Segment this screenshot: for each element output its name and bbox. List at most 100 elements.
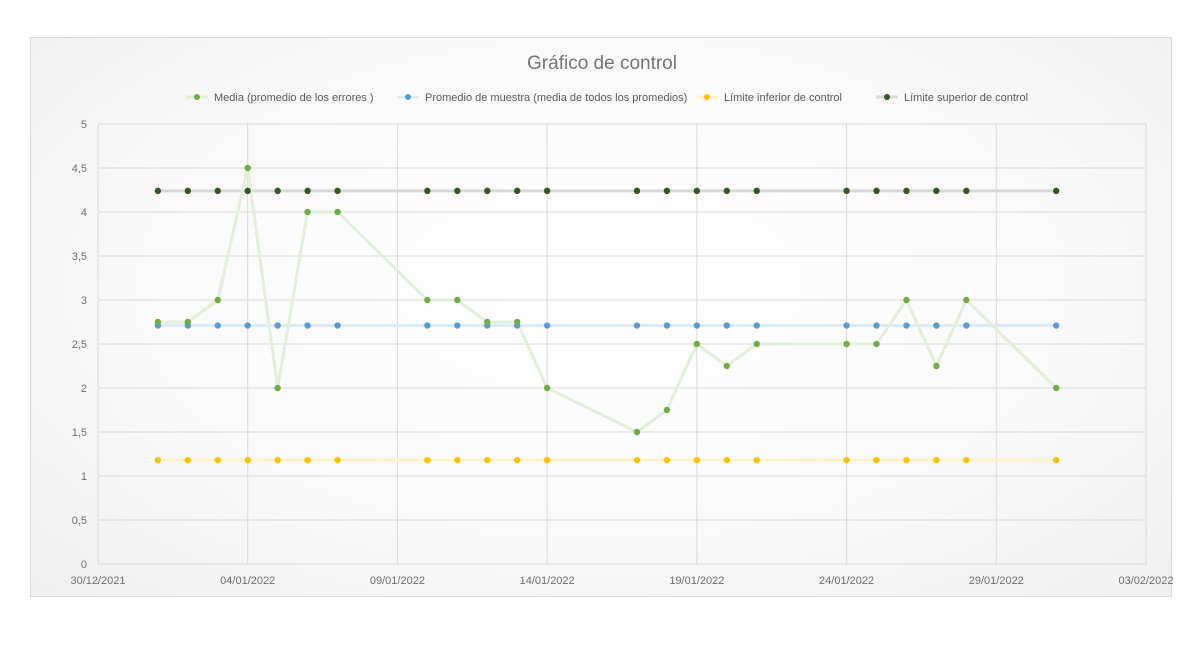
data-point[interactable] bbox=[304, 187, 311, 195]
data-point[interactable] bbox=[663, 322, 671, 329]
data-point[interactable] bbox=[933, 362, 940, 370]
data-point[interactable] bbox=[154, 456, 162, 464]
data-point[interactable] bbox=[154, 187, 162, 195]
data-point[interactable] bbox=[484, 318, 491, 326]
data-point[interactable] bbox=[214, 296, 221, 304]
data-point[interactable] bbox=[1052, 187, 1060, 195]
legend-item[interactable]: Límite inferior de control bbox=[696, 92, 842, 104]
data-point[interactable] bbox=[693, 322, 701, 329]
data-point[interactable] bbox=[304, 208, 311, 216]
x-tick-label: 19/01/2022 bbox=[669, 575, 724, 587]
data-point[interactable] bbox=[1052, 456, 1060, 464]
data-point[interactable] bbox=[633, 322, 641, 329]
data-point[interactable] bbox=[753, 187, 760, 195]
data-point[interactable] bbox=[424, 456, 431, 464]
data-point[interactable] bbox=[723, 187, 730, 195]
data-point[interactable] bbox=[454, 456, 461, 464]
data-point[interactable] bbox=[334, 456, 341, 464]
y-tick-label: 3 bbox=[81, 295, 87, 307]
data-point[interactable] bbox=[663, 406, 671, 414]
legend-label: Límite inferior de control bbox=[724, 92, 842, 104]
data-point[interactable] bbox=[274, 187, 281, 195]
data-point[interactable] bbox=[753, 340, 760, 348]
data-point[interactable] bbox=[274, 456, 281, 464]
data-point[interactable] bbox=[663, 187, 671, 195]
data-point[interactable] bbox=[633, 456, 641, 464]
data-point[interactable] bbox=[154, 318, 162, 326]
data-point[interactable] bbox=[903, 187, 910, 195]
data-point[interactable] bbox=[514, 187, 521, 195]
data-point[interactable] bbox=[543, 456, 551, 464]
data-point[interactable] bbox=[873, 340, 880, 348]
data-point[interactable] bbox=[963, 456, 970, 464]
data-point[interactable] bbox=[244, 456, 251, 464]
data-point[interactable] bbox=[334, 208, 341, 216]
data-point[interactable] bbox=[933, 322, 940, 329]
data-point[interactable] bbox=[843, 322, 850, 329]
data-series bbox=[154, 164, 1060, 464]
data-point[interactable] bbox=[274, 384, 281, 392]
legend-item[interactable]: Media (promedio de los errores ) bbox=[186, 92, 374, 104]
data-point[interactable] bbox=[244, 187, 251, 195]
data-point[interactable] bbox=[184, 456, 192, 464]
data-point[interactable] bbox=[184, 187, 192, 195]
data-point[interactable] bbox=[424, 296, 431, 304]
data-point[interactable] bbox=[304, 456, 311, 464]
data-point[interactable] bbox=[663, 456, 671, 464]
data-point[interactable] bbox=[543, 322, 551, 329]
data-point[interactable] bbox=[484, 456, 491, 464]
legend-marker-icon bbox=[194, 94, 200, 100]
data-point[interactable] bbox=[514, 456, 521, 464]
data-point[interactable] bbox=[753, 456, 760, 464]
data-point[interactable] bbox=[903, 296, 910, 304]
data-point[interactable] bbox=[214, 456, 221, 464]
data-point[interactable] bbox=[274, 322, 281, 329]
data-point[interactable] bbox=[543, 384, 551, 392]
y-tick-label: 2,5 bbox=[72, 339, 87, 351]
data-point[interactable] bbox=[633, 187, 641, 195]
chart-title: Gráfico de control bbox=[527, 53, 677, 74]
data-point[interactable] bbox=[873, 456, 880, 464]
data-point[interactable] bbox=[903, 456, 910, 464]
data-point[interactable] bbox=[843, 456, 850, 464]
data-point[interactable] bbox=[514, 318, 521, 326]
data-point[interactable] bbox=[873, 322, 880, 329]
data-point[interactable] bbox=[543, 187, 551, 195]
data-point[interactable] bbox=[184, 318, 192, 326]
data-point[interactable] bbox=[753, 322, 760, 329]
data-point[interactable] bbox=[214, 322, 221, 329]
data-point[interactable] bbox=[933, 456, 940, 464]
data-point[interactable] bbox=[214, 187, 221, 195]
data-point[interactable] bbox=[873, 187, 880, 195]
data-point[interactable] bbox=[454, 187, 461, 195]
data-point[interactable] bbox=[633, 428, 641, 436]
data-point[interactable] bbox=[723, 456, 730, 464]
data-point[interactable] bbox=[334, 187, 341, 195]
data-point[interactable] bbox=[244, 322, 251, 329]
data-point[interactable] bbox=[963, 187, 970, 195]
legend-item[interactable]: Límite superior de control bbox=[876, 92, 1028, 104]
data-point[interactable] bbox=[304, 322, 311, 329]
data-point[interactable] bbox=[454, 322, 461, 329]
data-point[interactable] bbox=[693, 187, 701, 195]
data-point[interactable] bbox=[903, 322, 910, 329]
data-point[interactable] bbox=[454, 296, 461, 304]
data-point[interactable] bbox=[244, 164, 251, 172]
data-point[interactable] bbox=[963, 322, 970, 329]
data-point[interactable] bbox=[424, 187, 431, 195]
data-point[interactable] bbox=[723, 322, 730, 329]
data-point[interactable] bbox=[963, 296, 970, 304]
data-point[interactable] bbox=[484, 187, 491, 195]
data-point[interactable] bbox=[1052, 384, 1060, 392]
data-point[interactable] bbox=[843, 340, 850, 348]
chart-area: Gráfico de control Media (promedio de lo… bbox=[30, 37, 1173, 597]
data-point[interactable] bbox=[1052, 322, 1060, 329]
data-point[interactable] bbox=[334, 322, 341, 329]
data-point[interactable] bbox=[933, 187, 940, 195]
legend-item[interactable]: Promedio de muestra (media de todos los … bbox=[397, 92, 687, 104]
data-point[interactable] bbox=[693, 456, 701, 464]
data-point[interactable] bbox=[693, 340, 701, 348]
data-point[interactable] bbox=[424, 322, 431, 329]
data-point[interactable] bbox=[843, 187, 850, 195]
data-point[interactable] bbox=[723, 362, 730, 370]
